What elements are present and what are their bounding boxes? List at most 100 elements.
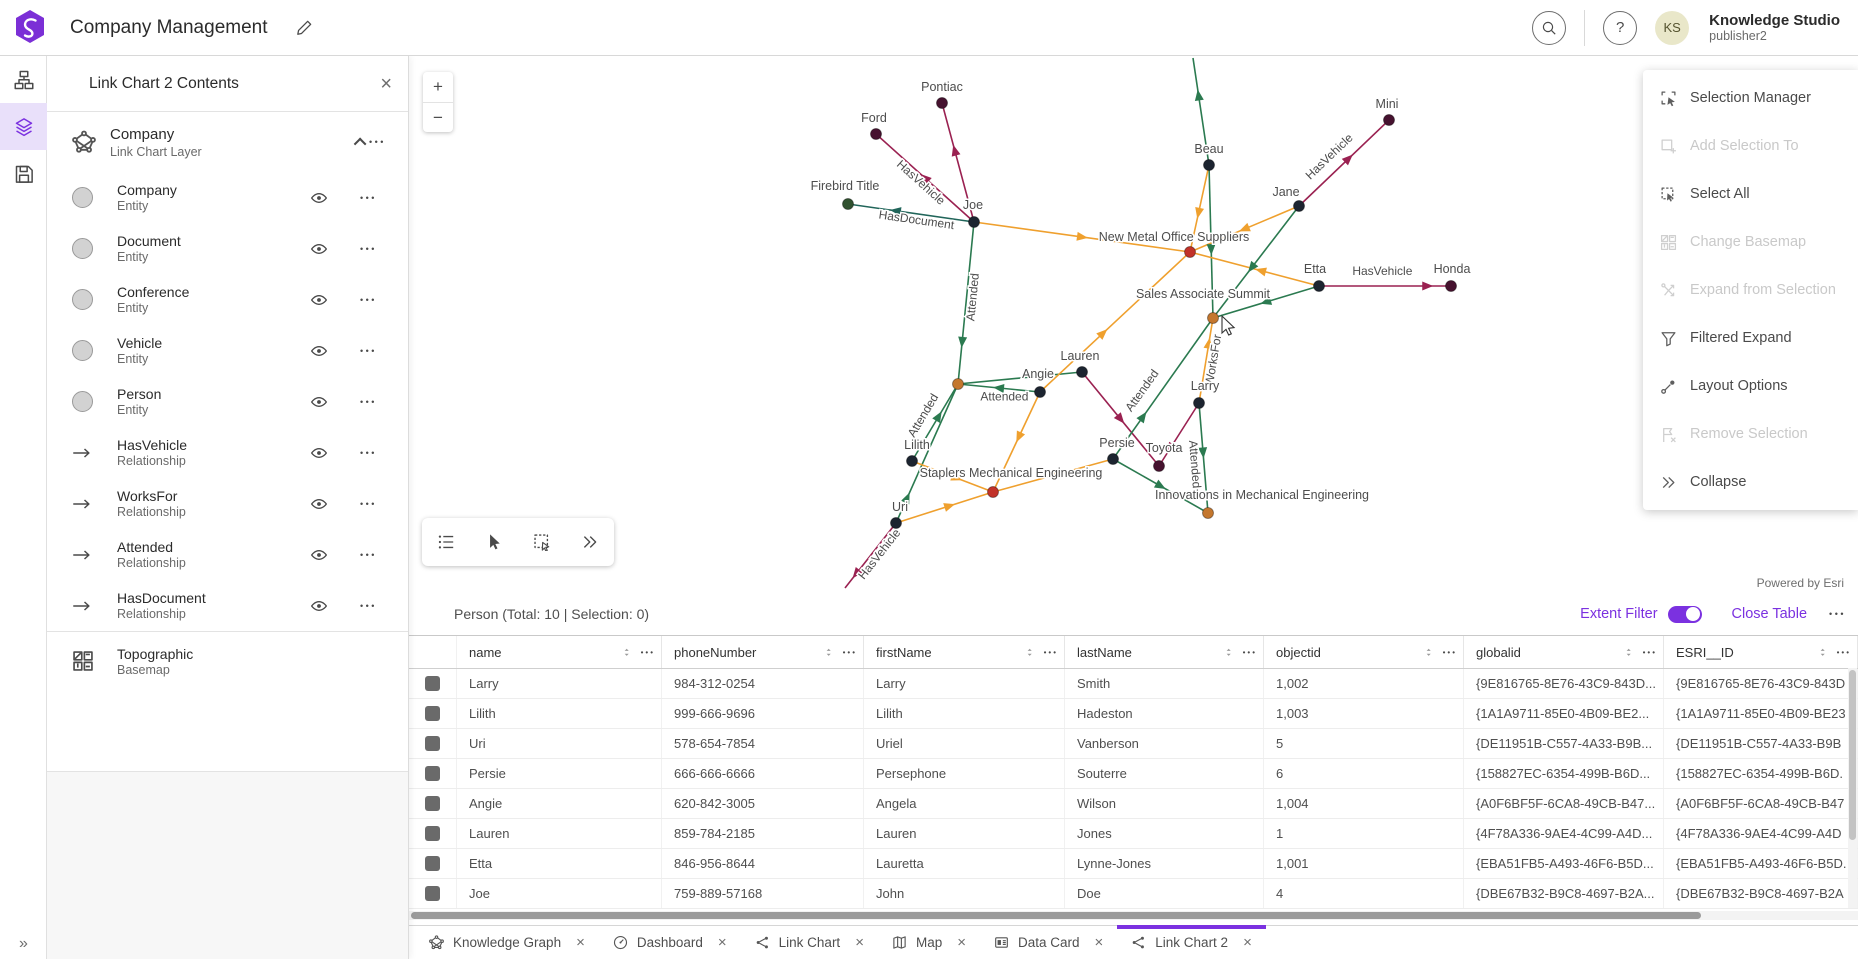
- item-options-button[interactable]: •••: [360, 549, 377, 560]
- visibility-eye-icon[interactable]: [310, 444, 328, 462]
- toolbar-double-chevron-right-icon[interactable]: [566, 518, 614, 566]
- zoom-out-button[interactable]: −: [423, 102, 453, 132]
- layer-item-attended[interactable]: Attended Relationship •••: [47, 529, 408, 580]
- help-button[interactable]: ?: [1603, 10, 1638, 45]
- row-checkbox[interactable]: [425, 676, 440, 691]
- table-row[interactable]: Lauren 859-784-2185 Lauren Jones 1 {4F78A336-…: [409, 819, 1858, 849]
- sort-icon[interactable]: [823, 646, 836, 659]
- sort-icon[interactable]: [1223, 646, 1236, 659]
- table-row[interactable]: Larry 984-312-0254 Larry Smith 1,002 {9E81676…: [409, 669, 1858, 699]
- visibility-eye-icon[interactable]: [310, 240, 328, 258]
- visibility-eye-icon[interactable]: [310, 546, 328, 564]
- sort-icon[interactable]: [1623, 646, 1636, 659]
- visibility-eye-icon[interactable]: [310, 597, 328, 615]
- column-options-button[interactable]: •••: [842, 647, 857, 657]
- column-header-name[interactable]: name •••: [457, 636, 662, 668]
- column-header-ESRI__ID[interactable]: ESRI__ID •••: [1664, 636, 1858, 668]
- column-options-button[interactable]: •••: [1442, 647, 1457, 657]
- table-row[interactable]: Persie 666-666-6666 Persephone Souterre 6 {15…: [409, 759, 1858, 789]
- row-checkbox[interactable]: [425, 826, 440, 841]
- layer-item-hasdocument[interactable]: HasDocument Relationship •••: [47, 580, 408, 631]
- tab-map[interactable]: Map ×: [878, 926, 980, 959]
- table-options-button[interactable]: •••: [1829, 609, 1846, 619]
- tab-knowledge-graph[interactable]: Knowledge Graph ×: [415, 926, 599, 959]
- edge-hasdocument[interactable]: [847, 203, 975, 223]
- layer-item-hasvehicle[interactable]: HasVehicle Relationship •••: [47, 427, 408, 478]
- node-beau[interactable]: [1203, 159, 1215, 171]
- column-header-firstName[interactable]: firstName •••: [864, 636, 1065, 668]
- node-firebird[interactable]: [842, 198, 854, 210]
- rail-expand-button[interactable]: »: [19, 935, 28, 952]
- item-options-button[interactable]: •••: [360, 294, 377, 305]
- sort-icon[interactable]: [621, 646, 634, 659]
- node-etta[interactable]: [1313, 280, 1325, 292]
- edge-worksfor[interactable]: [1198, 317, 1214, 404]
- row-checkbox[interactable]: [425, 856, 440, 871]
- edit-title-button[interactable]: [296, 19, 313, 36]
- rail-item-tree-icon[interactable]: [0, 56, 47, 103]
- node-mini[interactable]: [1383, 114, 1395, 126]
- edge-attended[interactable]: [911, 383, 959, 462]
- item-options-button[interactable]: •••: [360, 243, 377, 254]
- row-checkbox[interactable]: [425, 736, 440, 751]
- node-toyota[interactable]: [1153, 460, 1165, 472]
- column-options-button[interactable]: •••: [1043, 647, 1058, 657]
- row-checkbox[interactable]: [425, 796, 440, 811]
- node-lilith[interactable]: [906, 455, 918, 467]
- edge-worksfor[interactable]: [1189, 251, 1320, 287]
- close-tab-icon[interactable]: ×: [1094, 934, 1104, 951]
- close-tab-icon[interactable]: ×: [1243, 934, 1252, 951]
- visibility-eye-icon[interactable]: [310, 342, 328, 360]
- rail-item-save-icon[interactable]: [0, 150, 47, 197]
- tab-link-chart[interactable]: Link Chart ×: [741, 926, 878, 959]
- node-innov[interactable]: [1202, 507, 1214, 519]
- tab-dashboard[interactable]: Dashboard ×: [599, 926, 741, 959]
- sort-icon[interactable]: [1423, 646, 1436, 659]
- layer-item-person[interactable]: Person Entity •••: [47, 376, 408, 427]
- table-row[interactable]: Lilith 999-666-9696 Lilith Hadeston 1,003 {1A…: [409, 699, 1858, 729]
- edge-attended[interactable]: [957, 221, 975, 385]
- layer-item-conference[interactable]: Conference Entity •••: [47, 274, 408, 325]
- column-header-objectid[interactable]: objectid •••: [1264, 636, 1464, 668]
- table-row[interactable]: Uri 578-654-7854 Uriel Vanberson 5 {DE11951B-…: [409, 729, 1858, 759]
- layer-options-button[interactable]: •••: [369, 137, 386, 147]
- edge-attended[interactable]: [957, 371, 1083, 385]
- search-button[interactable]: [1532, 10, 1567, 45]
- node-lauren[interactable]: [1076, 366, 1088, 378]
- node-pontiac[interactable]: [936, 97, 948, 109]
- table-vertical-scrollbar[interactable]: [1848, 668, 1857, 908]
- link-chart-canvas[interactable]: HasVehicle HasVehicle HasVehicle HasVehicle…: [409, 56, 1858, 593]
- node-newmetal[interactable]: [1184, 246, 1196, 258]
- close-panel-button[interactable]: ×: [380, 72, 392, 95]
- sort-icon[interactable]: [1817, 646, 1830, 659]
- item-options-button[interactable]: •••: [360, 345, 377, 356]
- edge-hasvehicle[interactable]: [1158, 402, 1200, 467]
- menu-item-select-all[interactable]: Select All: [1643, 170, 1858, 218]
- close-table-button[interactable]: Close Table: [1731, 606, 1808, 622]
- sort-icon[interactable]: [1024, 646, 1037, 659]
- node-staplers[interactable]: [987, 486, 999, 498]
- node-persie[interactable]: [1107, 453, 1119, 465]
- table-row[interactable]: Joe 759-889-57168 John Doe 4 {DBE67B32-B9C8-4…: [409, 879, 1858, 909]
- edge-attended[interactable]: [1208, 164, 1214, 319]
- item-options-button[interactable]: •••: [360, 192, 377, 203]
- rail-item-layers-icon[interactable]: [0, 103, 47, 150]
- node-conf2[interactable]: [952, 378, 964, 390]
- node-honda[interactable]: [1445, 280, 1457, 292]
- close-tab-icon[interactable]: ×: [855, 934, 864, 951]
- edge-worksfor[interactable]: [895, 491, 994, 524]
- edge-attended[interactable]: [1112, 317, 1214, 460]
- layer-item-vehicle[interactable]: Vehicle Entity •••: [47, 325, 408, 376]
- item-options-button[interactable]: •••: [360, 396, 377, 407]
- toolbar-list-icon[interactable]: [422, 518, 470, 566]
- user-avatar[interactable]: KS: [1655, 10, 1690, 45]
- user-info[interactable]: Knowledge Studio publisher2: [1709, 12, 1840, 44]
- extent-filter-toggle[interactable]: [1667, 605, 1702, 623]
- layer-item-document[interactable]: Document Entity •••: [47, 223, 408, 274]
- visibility-eye-icon[interactable]: [310, 495, 328, 513]
- visibility-eye-icon[interactable]: [310, 393, 328, 411]
- tab-link-chart-2[interactable]: Link Chart 2 ×: [1117, 924, 1266, 959]
- edge-hasvehicle[interactable]: [1298, 119, 1390, 207]
- column-options-button[interactable]: •••: [640, 647, 655, 657]
- menu-item-collapse[interactable]: Collapse: [1643, 458, 1858, 506]
